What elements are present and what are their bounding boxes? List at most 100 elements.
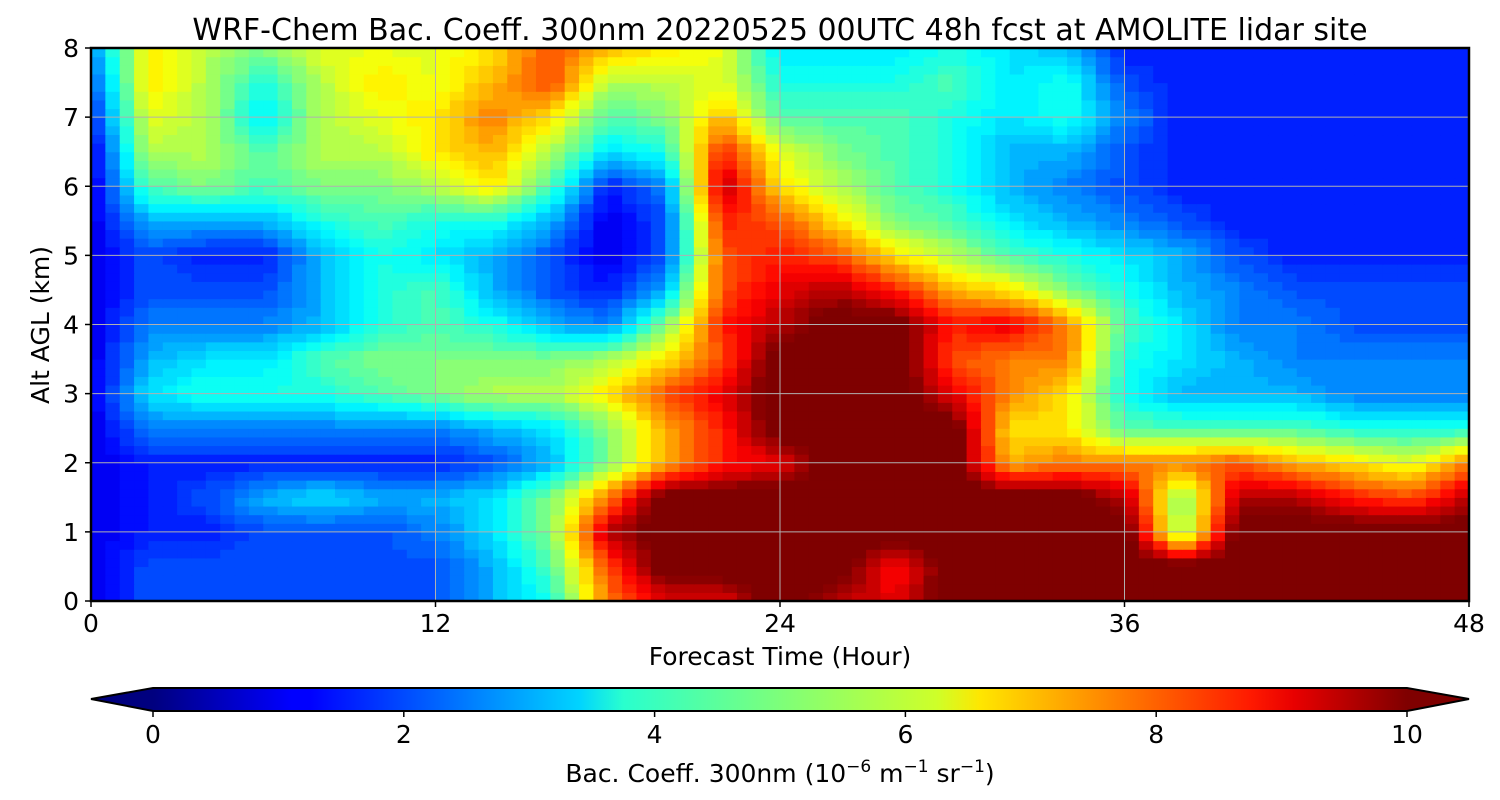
heatmap-cell [406,333,422,343]
heatmap-cell [693,436,709,447]
heatmap-cell [1440,264,1456,274]
heatmap-cell [1425,531,1441,542]
heatmap-cell [823,583,839,593]
heatmap-cell [607,289,623,300]
heatmap-cell [392,238,408,248]
heatmap-cell [650,212,666,222]
heatmap-cell [449,194,465,205]
heatmap-cell [1138,272,1154,282]
heatmap-cell [234,549,250,559]
heatmap-cell [335,523,350,533]
heatmap-cell [665,523,681,533]
heatmap-cell [134,307,150,317]
heatmap-cell [134,557,150,568]
heatmap-cell [1296,194,1312,205]
heatmap-cell [708,505,724,516]
heatmap-cell [134,549,150,559]
heatmap-cell [1210,445,1226,455]
heatmap-cell [1224,238,1240,248]
heatmap-cell [1425,255,1441,265]
heatmap-cell [1339,272,1355,282]
heatmap-cell [894,462,910,472]
heatmap-cell [1224,281,1240,291]
heatmap-cell [378,436,394,447]
heatmap-cell [220,514,236,524]
heatmap-cell [1339,393,1355,403]
heatmap-cell [665,341,681,352]
heatmap-cell [1110,393,1126,403]
heatmap-cell [1382,177,1398,187]
heatmap-cell [823,212,839,222]
heatmap-cell [550,531,566,542]
heatmap-cell [1196,212,1212,222]
heatmap-cell [177,238,193,248]
heatmap-cell [1239,264,1255,274]
heatmap-cell [607,410,623,421]
heatmap-cell [952,367,968,377]
heatmap-cell [722,264,738,274]
heatmap-cell [349,168,365,179]
heatmap-cell [1397,315,1413,326]
heatmap-cell [277,454,293,464]
heatmap-cell [1138,246,1154,256]
heatmap-cell [909,341,925,352]
heatmap-cell [1067,480,1083,490]
heatmap-cell [966,549,982,559]
heatmap-cell [1081,315,1097,326]
heatmap-cell [1454,298,1469,308]
heatmap-cell [780,419,795,429]
heatmap-cell [1009,575,1025,585]
heatmap-cell [923,531,939,542]
heatmap-cell [909,186,925,196]
heatmap-cell [105,264,121,274]
heatmap-cell [134,272,150,282]
heatmap-cell [1282,575,1298,585]
heatmap-cell [679,186,695,196]
heatmap-cell [1167,410,1183,421]
heatmap-cell [1368,454,1384,464]
heatmap-cell [277,523,293,533]
heatmap-cell [1024,540,1039,550]
heatmap-cell [1239,315,1255,326]
heatmap-cell [751,531,767,542]
heatmap-cell [392,549,408,559]
heatmap-cell [751,583,767,593]
heatmap-cell [535,298,551,308]
heatmap-cell [708,168,724,179]
heatmap-cell [894,229,910,239]
heatmap-cell [1368,212,1384,222]
heatmap-cell [1095,333,1111,343]
heatmap-cell [607,203,623,213]
heatmap-cell [665,436,681,447]
heatmap-cell [406,289,422,300]
heatmap-cell [636,341,652,352]
heatmap-cell [894,566,910,576]
heatmap-cell [335,367,350,377]
heatmap-cell [995,238,1011,248]
heatmap-cell [421,229,437,239]
heatmap-cell [780,393,795,403]
heatmap-cell [693,151,709,161]
heatmap-cell [1325,480,1341,490]
heatmap-cell [607,177,623,187]
heatmap-cell [794,255,810,265]
heatmap-cell [722,531,738,542]
heatmap-cell [320,462,336,472]
heatmap-cell [622,376,638,386]
heatmap-cell [880,583,896,593]
heatmap-cell [1325,531,1341,542]
heatmap-cell [751,454,767,464]
heatmap-cell [579,402,594,412]
heatmap-cell [119,238,135,248]
heatmap-cell [363,583,379,593]
heatmap-cell [392,177,408,187]
heatmap-cell [392,462,408,472]
heatmap-cell [134,151,150,161]
heatmap-cell [579,514,594,524]
heatmap-cell [765,160,781,170]
heatmap-cell [1397,212,1413,222]
heatmap-cell [91,505,106,516]
heatmap-cell [880,272,896,282]
heatmap-cell [1253,315,1269,326]
heatmap-cell [851,367,867,377]
